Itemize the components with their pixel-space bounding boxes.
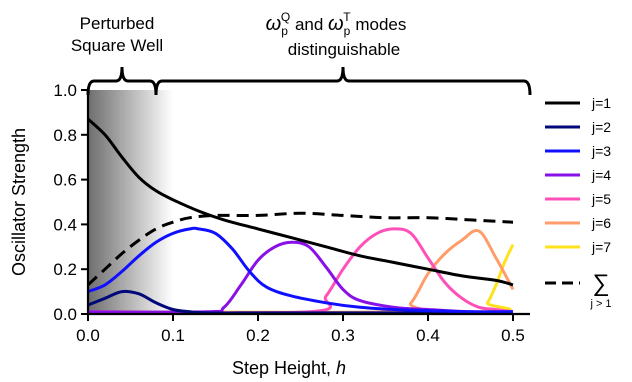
legend-item-j2: j=2: [545, 119, 611, 135]
legend: j=1 j=2 j=3 j=4 j=5 j=6 j=7 ∑j > 1: [545, 95, 612, 310]
legend-label: j=4: [591, 167, 611, 183]
legend-item-j1: j=1: [545, 95, 611, 111]
y-tick-label: 1.0: [53, 81, 77, 100]
y-tick-label: 0.4: [53, 215, 77, 234]
legend-item-j7: j=7: [545, 239, 611, 255]
y-axis-title: Oscillator Strength: [9, 128, 29, 276]
legend-label: j=7: [591, 239, 611, 255]
legend-label: j=6: [591, 215, 611, 231]
legend-item-j6: j=6: [545, 215, 611, 231]
series-line-j3: [88, 226, 514, 314]
legend-label: j=3: [591, 143, 611, 159]
brace-region2: [154, 66, 532, 96]
x-ticks: 0.0 0.1 0.2 0.3 0.4 0.5: [76, 314, 525, 345]
legend-label: j=1: [591, 95, 611, 111]
legend-item-j3: j=3: [545, 143, 611, 159]
brace-region1: [86, 66, 158, 96]
annotation-region1-line1: Perturbed: [80, 14, 155, 33]
y-tick-label: 0.8: [53, 126, 77, 145]
x-tick-label: 0.5: [501, 326, 525, 345]
annotation-region1: Perturbed Square Well: [71, 14, 163, 96]
x-tick-label: 0.3: [331, 326, 355, 345]
legend-label: ∑: [592, 270, 609, 297]
series-line-sum: [88, 211, 514, 286]
y-tick-label: 0.6: [53, 171, 77, 190]
legend-label: j=5: [591, 191, 611, 207]
legend-item-j4: j=4: [545, 167, 611, 183]
legend-item-sum: ∑j > 1: [545, 270, 612, 310]
y-tick-label: 0.2: [53, 260, 77, 279]
annotation-region2: ωpQ and ωpT modes distinguishable: [154, 10, 532, 96]
y-tick-label: 0.0: [53, 305, 77, 324]
x-axis-title: Step Height, h: [232, 358, 346, 378]
annotation-region2-line1: ωpQ and ωpT modes: [266, 10, 407, 38]
legend-sublabel: j > 1: [589, 298, 611, 310]
annotation-region2-line2: distinguishable: [288, 40, 400, 59]
shaded-region: [88, 90, 173, 314]
x-tick-label: 0.0: [76, 326, 100, 345]
x-tick-label: 0.1: [161, 326, 185, 345]
x-tick-label: 0.2: [246, 326, 270, 345]
x-tick-label: 0.4: [416, 326, 440, 345]
legend-label: j=2: [591, 119, 611, 135]
legend-item-j5: j=5: [545, 191, 611, 207]
annotation-region1-line2: Square Well: [71, 36, 163, 55]
series-line-j1: [88, 117, 514, 287]
y-ticks: 0.0 0.2 0.4 0.6 0.8 1.0: [53, 81, 88, 324]
